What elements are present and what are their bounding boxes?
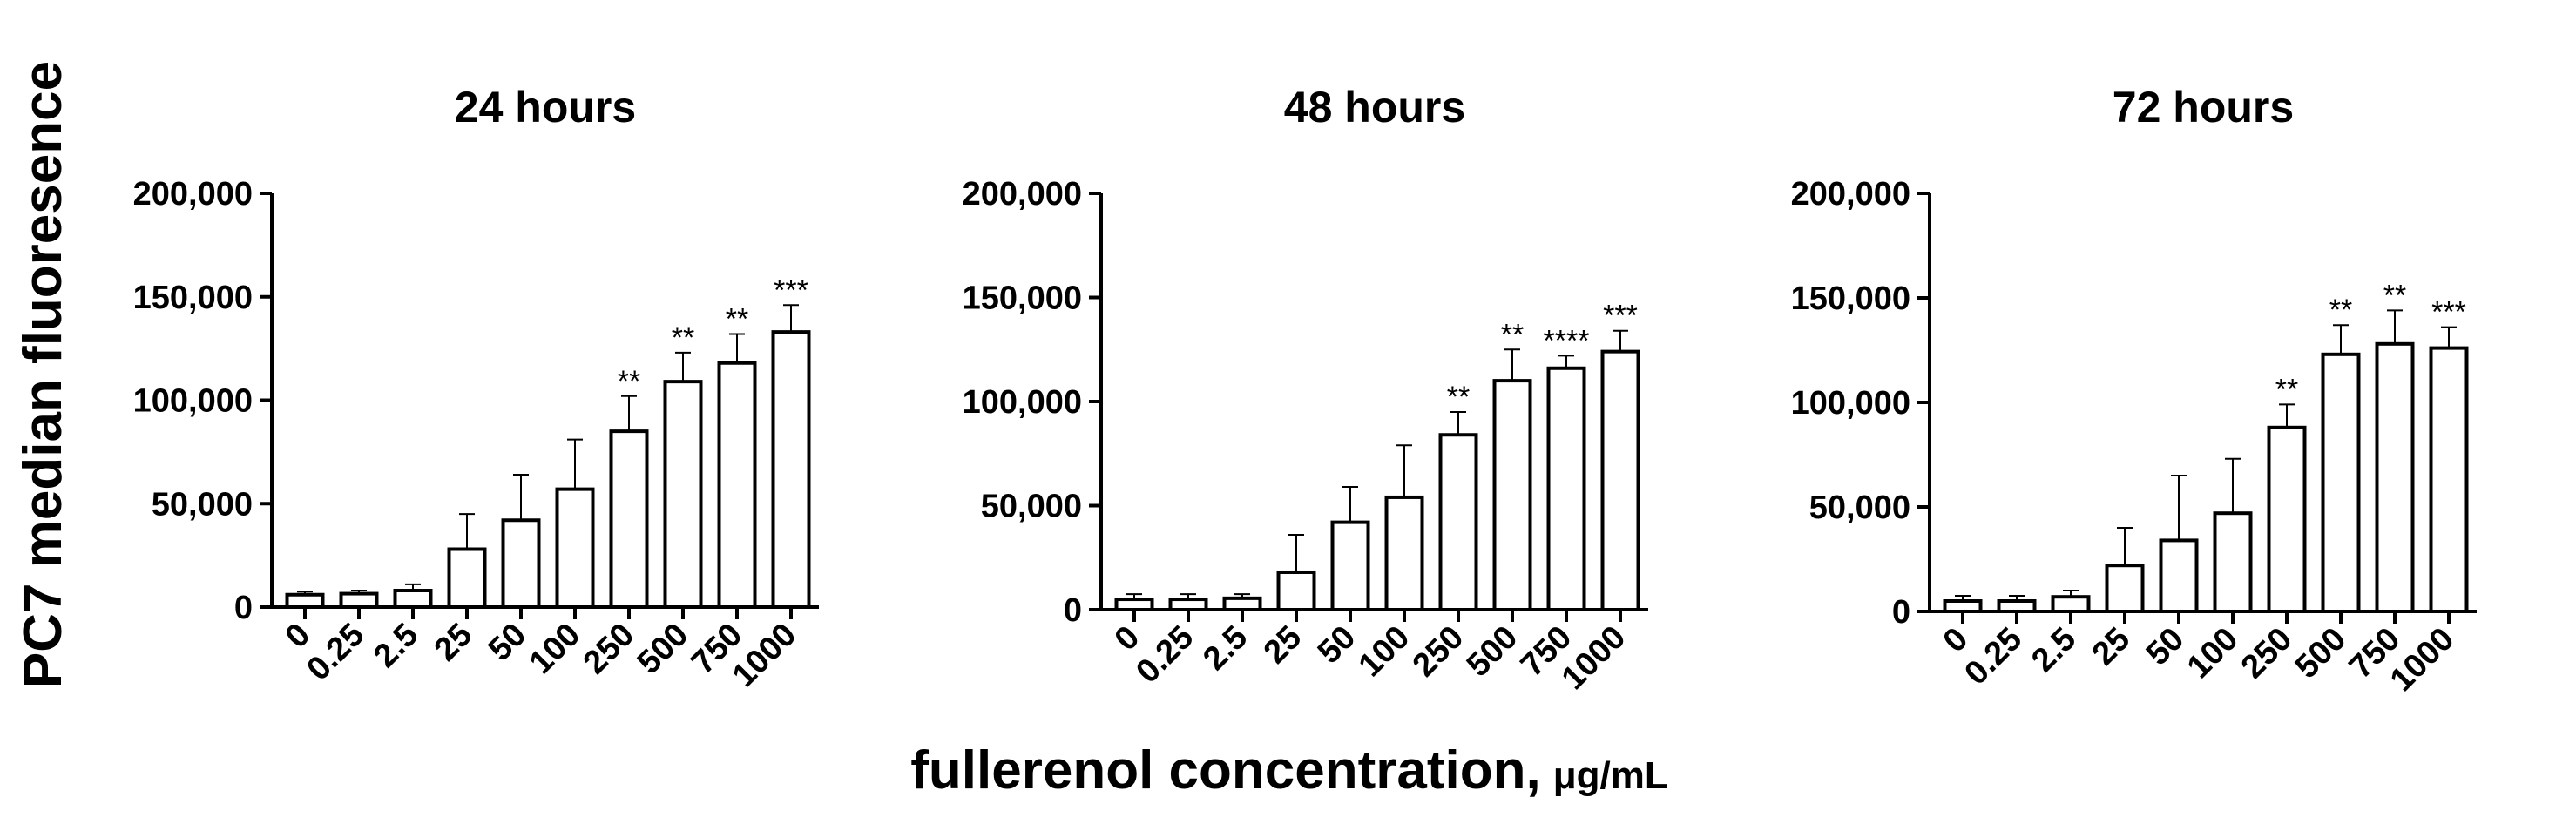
significance-label: ** xyxy=(1447,381,1470,414)
significance-label: ** xyxy=(2329,294,2352,327)
x-tick-label: 0.25 xyxy=(1129,619,1200,691)
x-tick-label: 25 xyxy=(428,617,480,669)
bar xyxy=(1997,599,2037,613)
significance-label: ** xyxy=(672,321,694,355)
bar xyxy=(1222,596,1262,611)
x-tick-label: 500 xyxy=(1460,619,1525,685)
bar xyxy=(1114,598,1154,611)
bar xyxy=(501,518,541,609)
x-tick-label: 500 xyxy=(2289,621,2354,686)
y-tick-label: 100,000 xyxy=(133,383,253,420)
y-axis-label: PC7 median fluoresence xyxy=(13,61,73,688)
x-tick-label: 1000 xyxy=(2383,621,2461,699)
panel-title: 48 hours xyxy=(1284,83,1465,132)
bar xyxy=(663,380,703,609)
x-tick-label: 250 xyxy=(2235,621,2300,686)
significance-label: ** xyxy=(2383,279,2406,312)
y-tick-label: 50,000 xyxy=(981,489,1082,525)
bar xyxy=(609,429,649,609)
bar xyxy=(1546,366,1586,611)
y-tick-label: 100,000 xyxy=(963,384,1082,421)
x-tick-label: 2.5 xyxy=(367,617,425,675)
bar xyxy=(2159,538,2199,614)
y-tick-label: 200,000 xyxy=(1791,176,1910,213)
bar xyxy=(771,330,811,609)
x-tick-label: 2.5 xyxy=(1196,619,1254,678)
chart-panel-3: 72 hours050,000100,000150,000200,00000.2… xyxy=(1791,83,2477,699)
significance-label: *** xyxy=(774,274,808,307)
y-tick-label: 50,000 xyxy=(1809,490,1910,526)
x-tick-label: 100 xyxy=(523,617,588,682)
x-tick-label: 100 xyxy=(1352,619,1417,685)
chart-panel-1: 24 hours050,000100,000150,000200,00000.2… xyxy=(133,83,819,694)
x-tick-label: 500 xyxy=(631,617,696,682)
bar xyxy=(1330,520,1370,611)
x-axis-label-unit: μg/mL xyxy=(1553,754,1668,797)
bar xyxy=(393,589,433,609)
bar xyxy=(2051,595,2091,614)
significance-label: ** xyxy=(726,303,748,336)
x-axis-label-text: fullerenol concentration, xyxy=(910,740,1540,800)
bar xyxy=(1438,433,1478,611)
x-tick-label: 1000 xyxy=(726,617,803,694)
x-tick-label: 50 xyxy=(1311,619,1363,672)
chart-panels: 24 hours 0 50,000 100,000 150,000 200,000 0 0.2… xyxy=(133,83,2477,699)
x-tick-label: 250 xyxy=(577,617,642,682)
y-tick-label: 100,000 xyxy=(1791,385,1910,422)
y-tick-label: 150,000 xyxy=(133,280,253,316)
x-tick-label: 1000 xyxy=(1555,619,1633,697)
bar xyxy=(555,487,595,609)
significance-label: *** xyxy=(1603,300,1638,333)
y-tick-label: 0 xyxy=(1892,594,1910,631)
x-tick-label: 0.25 xyxy=(1957,621,2029,692)
y-tick-label: 150,000 xyxy=(963,280,1082,317)
bar xyxy=(717,361,757,609)
bar xyxy=(285,592,325,609)
bar xyxy=(2429,346,2469,613)
bar xyxy=(1492,379,1532,611)
y-tick-label: 150,000 xyxy=(1791,280,1910,317)
y-tick-label: 0 xyxy=(234,590,253,626)
panel-title: 72 hours xyxy=(2113,83,2294,132)
y-tick-label: 50,000 xyxy=(152,486,253,523)
bar xyxy=(2267,425,2307,613)
bar xyxy=(1600,349,1640,611)
x-tick-label: 50 xyxy=(482,617,534,669)
bar xyxy=(2321,352,2361,613)
x-tick-label: 2.5 xyxy=(2025,621,2083,679)
y-tick-label: 200,000 xyxy=(963,176,1082,213)
bar xyxy=(2213,511,2253,614)
x-tick-label: 100 xyxy=(2180,621,2246,686)
x-tick-label: 25 xyxy=(2086,621,2138,673)
bar xyxy=(1384,495,1424,611)
bar xyxy=(447,547,487,609)
bar xyxy=(1943,599,1983,613)
x-axis-label: fullerenol concentration, μg/mL xyxy=(910,740,1667,800)
chart-panel-2: 48 hours050,000100,000150,000200,00000.2… xyxy=(963,83,1648,697)
y-tick-label: 0 xyxy=(1064,592,1082,629)
panel-title: 24 hours xyxy=(455,83,636,132)
x-tick-label: 25 xyxy=(1257,619,1309,672)
significance-label: ** xyxy=(2275,373,2298,406)
bar xyxy=(339,591,379,609)
bar xyxy=(1168,598,1208,611)
x-tick-label: 0.25 xyxy=(300,617,371,688)
significance-label: ** xyxy=(1501,318,1524,351)
bar xyxy=(2375,341,2415,613)
y-tick-label: 200,000 xyxy=(133,176,253,213)
significance-label: *** xyxy=(2431,296,2466,329)
significance-label: ** xyxy=(618,365,640,398)
bar xyxy=(2105,564,2145,614)
significance-label: **** xyxy=(1544,324,1590,357)
x-tick-label: 50 xyxy=(2140,621,2192,673)
bar xyxy=(1276,570,1316,611)
x-tick-label: 250 xyxy=(1406,619,1471,685)
